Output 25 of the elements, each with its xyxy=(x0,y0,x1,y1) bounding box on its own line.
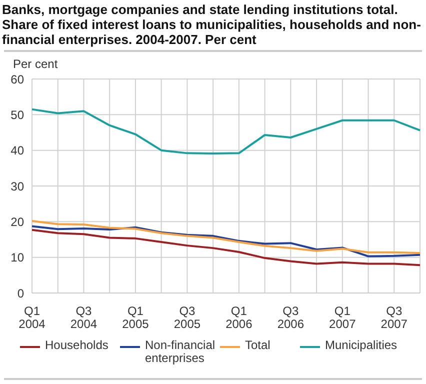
legend-label: Municipalities xyxy=(325,338,398,352)
y-tick-label: 30 xyxy=(10,179,24,194)
x-tick-label: Q1 2007 xyxy=(329,304,356,331)
y-axis-title: Per cent xyxy=(12,56,59,73)
x-tick-label: Q1 2004 xyxy=(18,304,46,331)
x-tick-label: Q1 2006 xyxy=(226,304,253,331)
x-tick-label: Q3 2004 xyxy=(70,304,98,331)
legend-label: Households xyxy=(45,338,108,352)
x-tick-label: Q3 2005 xyxy=(174,304,201,331)
legend-label: Non-financial enterprises xyxy=(145,338,216,365)
y-tick-label: 50 xyxy=(10,108,24,122)
y-tick-label: 20 xyxy=(10,214,24,229)
y-tick-label: 10 xyxy=(10,250,24,265)
line-series xyxy=(31,108,421,155)
line-series xyxy=(31,220,421,254)
line-series xyxy=(31,225,421,258)
x-tick-label: Q3 2006 xyxy=(277,304,304,331)
y-tick-label: 40 xyxy=(10,144,24,158)
chart-title: Banks, mortgage companies and state lending institutions total. Share of fixed interest loans to municipalities, households and non-financial enterprises. 2004-2007. Per cent xyxy=(1,1,422,49)
y-tick-label: 60 xyxy=(10,72,24,86)
legend-label: Total xyxy=(245,338,270,352)
x-tick-label: Q3 2007 xyxy=(380,304,408,331)
line-series xyxy=(31,228,421,266)
x-tick-label: Q1 2005 xyxy=(122,304,150,331)
y-tick-label: 0 xyxy=(17,286,24,300)
